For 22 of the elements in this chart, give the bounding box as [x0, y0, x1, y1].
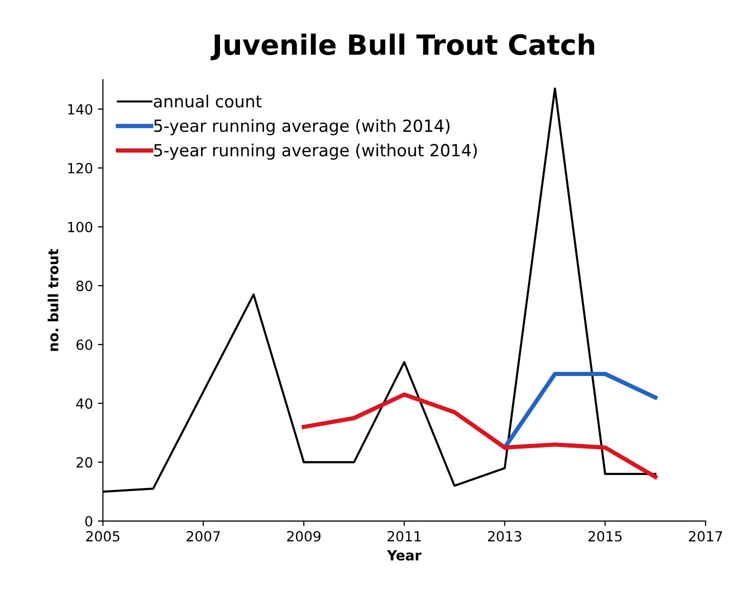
- chart-title: Juvenile Bull Trout Catch: [210, 34, 594, 60]
- line-series: [302, 392, 658, 479]
- x-tick-label: 2017: [688, 531, 722, 542]
- legend-label: annual count: [154, 94, 262, 108]
- legend-label: 5-year running average (without 2014): [154, 144, 477, 160]
- y-axis-title: no. bull trout: [48, 249, 58, 351]
- legend-label: 5-year running average (with 2014): [154, 119, 450, 136]
- x-tick-label: 2015: [588, 531, 622, 542]
- y-tick-label: 80: [76, 280, 92, 292]
- y-tick-label: 120: [68, 162, 92, 174]
- y-tick-label: 20: [76, 457, 92, 468]
- x-tick-label: 2013: [488, 531, 522, 542]
- x-tick-label: 2009: [287, 531, 320, 542]
- y-tick-label: 100: [68, 222, 92, 232]
- x-tick-label: 2007: [186, 531, 220, 542]
- x-tick-label: 2005: [86, 531, 120, 542]
- x-tick-label: 2011: [388, 531, 421, 542]
- y-tick-label: 0: [85, 516, 92, 527]
- y-tick-label: 140: [68, 104, 92, 115]
- y-tick-label: 60: [76, 339, 92, 350]
- y-tick-label: 40: [76, 398, 92, 409]
- x-axis-title: Year: [386, 550, 422, 561]
